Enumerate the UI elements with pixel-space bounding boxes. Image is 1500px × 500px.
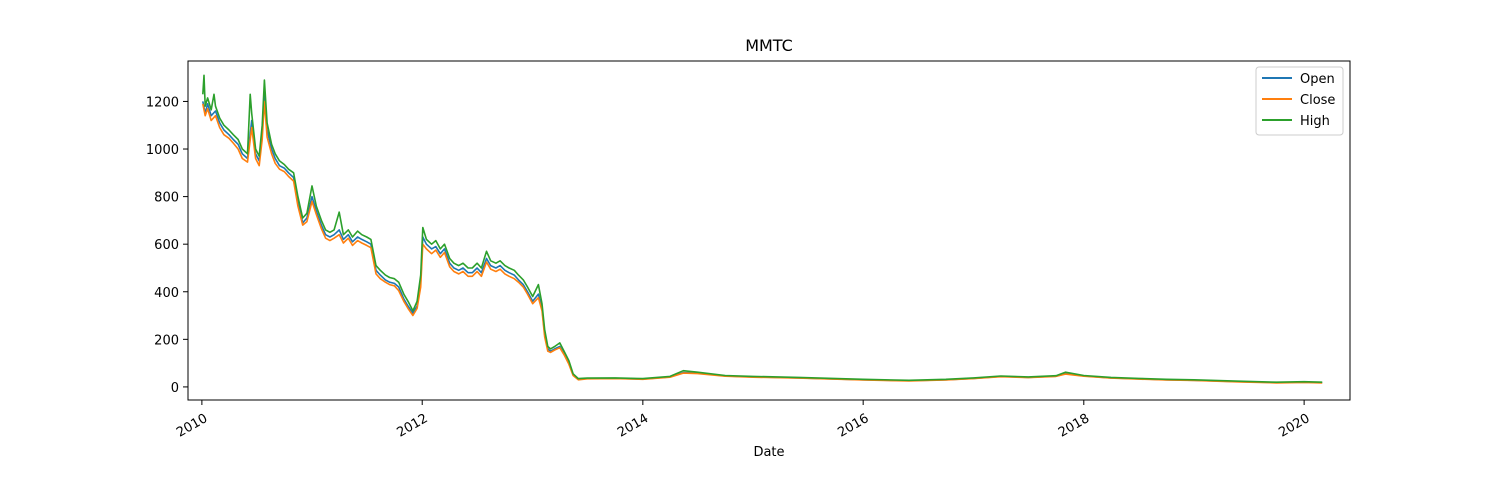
plot-frame [187, 60, 1351, 401]
legend-label-close: Close [1300, 93, 1335, 108]
series-line-high [202, 74, 1323, 383]
series-layer [202, 74, 1323, 384]
legend-label-open: Open [1300, 72, 1335, 87]
x-axis-label: Date [753, 445, 784, 460]
y-tick-label: 400 [154, 286, 179, 301]
y-tick-label: 800 [154, 191, 179, 206]
y-tick-label: 600 [154, 238, 179, 253]
y-tick-label: 0 [171, 381, 179, 396]
y-tick-label: 1000 [146, 143, 179, 158]
plot-area [202, 74, 1323, 384]
y-tick-label: 1200 [146, 95, 179, 110]
legend-label-high: High [1300, 114, 1330, 129]
legend: Open Close High [1255, 66, 1344, 136]
y-tick-label: 200 [154, 333, 179, 348]
chart-title: MMTC [745, 36, 793, 55]
legend-box [1255, 66, 1344, 136]
y-axis: 0 200 400 600 800 1000 1200 [146, 95, 188, 396]
